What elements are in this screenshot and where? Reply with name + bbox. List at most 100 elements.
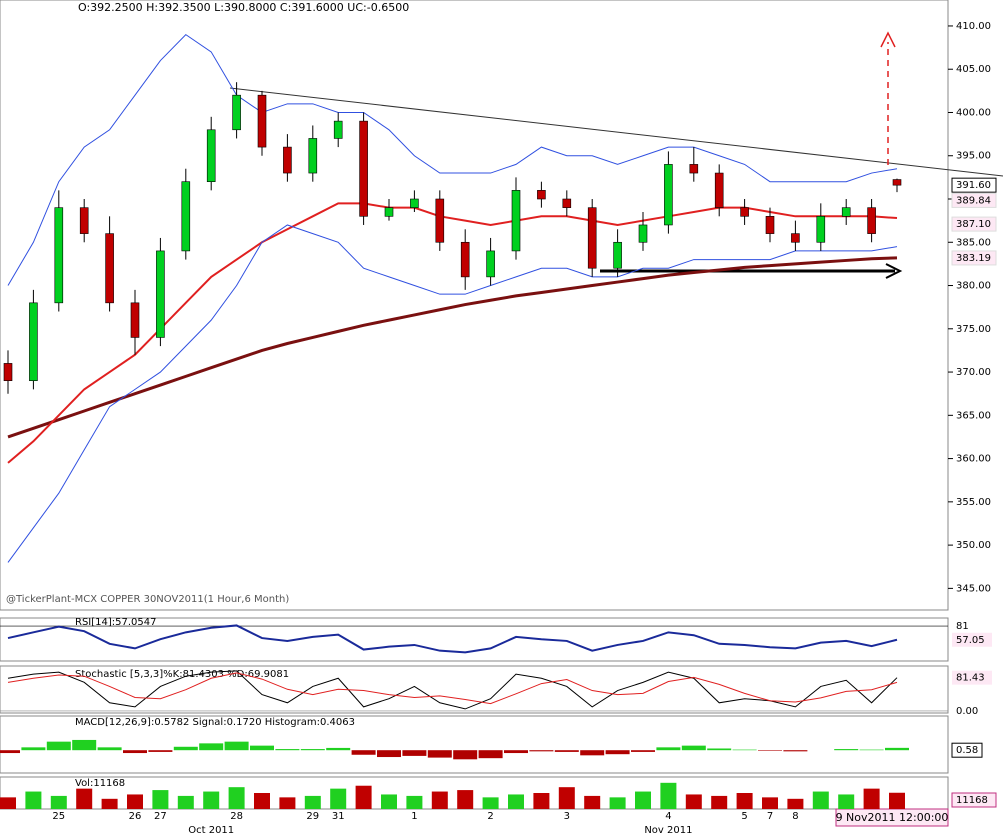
macd-histogram-bar bbox=[656, 747, 681, 751]
volume-bar bbox=[762, 797, 778, 809]
x-tick-label: 4 bbox=[665, 811, 671, 822]
watermark: @TickerPlant-MCX COPPER 30NOV2011(1 Hour… bbox=[6, 594, 289, 605]
price-label-box bbox=[951, 177, 997, 193]
price-panel bbox=[0, 0, 949, 611]
macd-histogram-bar bbox=[859, 749, 884, 751]
candle-body bbox=[54, 207, 64, 304]
candle-body bbox=[562, 198, 572, 208]
candle-body bbox=[105, 233, 114, 304]
macd-histogram-bar bbox=[707, 748, 732, 751]
volume-bar bbox=[838, 794, 855, 809]
volume-bar bbox=[304, 795, 321, 809]
y-tick-label: 410.00 bbox=[956, 21, 991, 32]
volume-bar bbox=[431, 791, 448, 809]
candle-body bbox=[664, 164, 673, 226]
macd-histogram-bar bbox=[224, 741, 249, 751]
x-tick-label: 1 bbox=[411, 811, 417, 822]
macd-value-box bbox=[951, 742, 983, 758]
x-tick-label: 27 bbox=[154, 811, 167, 822]
macd-histogram-bar bbox=[402, 750, 427, 756]
volume-bar bbox=[685, 794, 702, 809]
price-label: 389.84 bbox=[956, 195, 991, 206]
candle-body bbox=[156, 250, 165, 338]
macd-histogram-bar bbox=[605, 750, 630, 755]
candle-body bbox=[867, 207, 876, 234]
volume-bar bbox=[101, 798, 118, 809]
rsi-tick-label: 81 bbox=[956, 621, 969, 632]
x-tick-label: 8 bbox=[792, 811, 798, 822]
volume-bar bbox=[812, 791, 829, 809]
macd-histogram-bar bbox=[478, 750, 503, 759]
price-label-box bbox=[951, 192, 997, 208]
stochastic-k bbox=[7, 670, 898, 710]
macd-histogram-bar bbox=[554, 750, 579, 752]
trend-line bbox=[229, 87, 1003, 177]
price-label: 387.10 bbox=[956, 219, 991, 230]
candle-body bbox=[181, 181, 191, 252]
volume-bar bbox=[457, 790, 474, 809]
macd-histogram-bar bbox=[275, 749, 300, 751]
macd-panel bbox=[0, 715, 949, 774]
volume-bar bbox=[330, 788, 347, 809]
macd-histogram-bar bbox=[377, 750, 401, 758]
volume-bar bbox=[609, 797, 626, 809]
month-label: Oct 2011 bbox=[188, 825, 234, 836]
indicator-line bbox=[7, 256, 898, 439]
candle-body bbox=[689, 164, 699, 174]
rsi-label: RSI[14]:57.0547 bbox=[75, 617, 157, 628]
volume-bar bbox=[76, 788, 93, 809]
candle-body bbox=[460, 241, 470, 278]
volume-bar bbox=[228, 787, 245, 809]
macd-histogram-bar bbox=[351, 750, 376, 755]
volume-value-box bbox=[951, 792, 997, 808]
volume-bar bbox=[889, 792, 905, 809]
macd-histogram-bar bbox=[72, 739, 97, 751]
volume-value-label: 11168 bbox=[956, 795, 988, 806]
macd-histogram-bar bbox=[199, 743, 224, 751]
volume-bar bbox=[863, 788, 880, 809]
candle-body bbox=[714, 172, 724, 208]
candle-body bbox=[613, 241, 622, 269]
candle-body bbox=[333, 120, 343, 139]
volume-bar bbox=[482, 797, 499, 809]
volume-bar bbox=[406, 795, 423, 809]
rsi-line bbox=[7, 624, 898, 654]
volume-bar bbox=[558, 787, 575, 809]
indicator-line bbox=[7, 224, 898, 563]
price-label: 383.19 bbox=[956, 253, 991, 264]
x-tick-label: 28 bbox=[230, 811, 243, 822]
macd-histogram-bar bbox=[123, 750, 147, 754]
macd-histogram-bar bbox=[758, 750, 782, 751]
volume-bar bbox=[711, 795, 728, 809]
candle-body bbox=[816, 216, 826, 243]
macd-histogram-bar bbox=[834, 749, 859, 751]
y-tick-label: 375.00 bbox=[956, 324, 991, 335]
volume-bar bbox=[279, 797, 296, 809]
x-tick-label: 31 bbox=[332, 811, 345, 822]
candle-body bbox=[892, 179, 902, 186]
candle-body bbox=[511, 190, 521, 252]
volume-bar bbox=[381, 794, 397, 809]
macd-label: MACD[12,26,9]:0.5782 Signal:0.1720 Histo… bbox=[75, 717, 355, 728]
macd-histogram-bar bbox=[681, 745, 706, 751]
macd-histogram-bar bbox=[97, 747, 122, 751]
macd-histogram-bar bbox=[173, 746, 198, 751]
price-label-box bbox=[951, 216, 997, 232]
volume-bar bbox=[0, 797, 16, 809]
y-tick-label: 380.00 bbox=[956, 281, 991, 292]
volume-bar bbox=[203, 791, 220, 809]
macd-histogram-bar bbox=[529, 750, 554, 752]
macd-histogram-bar bbox=[326, 747, 351, 751]
candle-body bbox=[537, 190, 546, 200]
macd-histogram-bar bbox=[21, 747, 46, 751]
volume-bar bbox=[508, 794, 524, 809]
candle-body bbox=[740, 207, 749, 217]
stochastic-label: Stochastic [5,3,3]%K:81.4303 %D:69.9081 bbox=[75, 669, 289, 680]
macd-histogram-bar bbox=[783, 750, 808, 752]
macd-histogram-bar bbox=[631, 750, 655, 752]
candle-body bbox=[206, 129, 216, 183]
x-tick-label: 7 bbox=[767, 811, 773, 822]
macd-histogram-bar bbox=[732, 749, 757, 751]
volume-label: Vol:11168 bbox=[75, 778, 125, 789]
